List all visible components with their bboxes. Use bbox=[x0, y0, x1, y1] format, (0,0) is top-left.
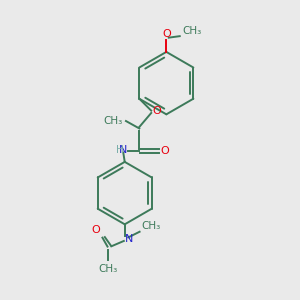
Text: CH₃: CH₃ bbox=[103, 116, 122, 126]
Text: O: O bbox=[162, 29, 171, 39]
Text: N: N bbox=[125, 234, 134, 244]
Text: O: O bbox=[153, 106, 161, 116]
Text: O: O bbox=[91, 225, 100, 235]
Text: H: H bbox=[116, 145, 124, 155]
Text: CH₃: CH₃ bbox=[99, 263, 118, 274]
Text: N: N bbox=[119, 145, 128, 155]
Text: CH₃: CH₃ bbox=[183, 26, 202, 36]
Text: CH₃: CH₃ bbox=[141, 221, 160, 231]
Text: O: O bbox=[160, 146, 169, 156]
